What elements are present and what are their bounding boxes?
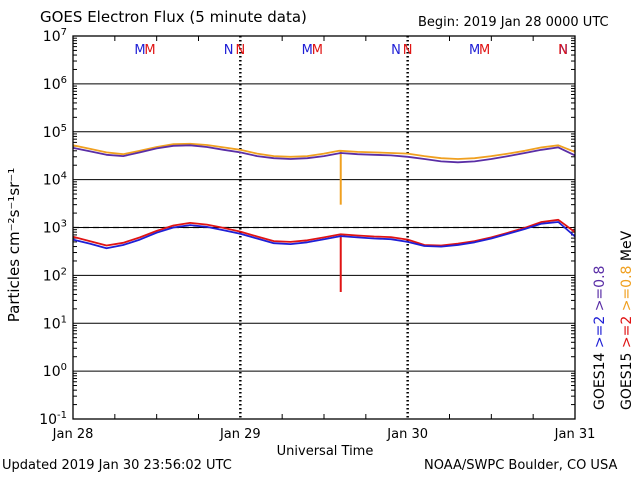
begin-time: Begin: 2019 Jan 28 0000 UTC	[418, 15, 609, 30]
legend-column: GOES14 >=2 >=0.8	[592, 266, 608, 410]
marker-N: N	[235, 43, 245, 58]
marker-N: N	[558, 43, 568, 58]
y-tick-label: 10-1	[39, 410, 67, 428]
y-tick-label: 104	[43, 171, 67, 189]
y-tick-label: 101	[43, 314, 67, 332]
plot-frame	[72, 35, 576, 420]
y-tick-label: 100	[43, 362, 67, 380]
y-tick-label: 107	[43, 27, 67, 45]
updated-timestamp: Updated 2019 Jan 30 23:56:02 UTC	[2, 458, 232, 473]
legend-entry: >=2	[592, 316, 608, 353]
y-tick-label: 103	[43, 219, 67, 237]
series-goes15_ge2	[72, 218, 576, 247]
series-goes14_ge2	[72, 221, 576, 250]
chart-title: GOES Electron Flux (5 minute data)	[40, 8, 307, 26]
marker-layer: MM N N MM N N MM NN	[134, 43, 568, 58]
marker-N: N	[403, 43, 413, 58]
legend-entry: GOES15	[619, 353, 635, 410]
legend-column: GOES15 >=2 >=0.8 MeV	[619, 230, 635, 410]
series-goes14_ge08	[72, 144, 576, 164]
series-goes15_ge08	[72, 142, 576, 160]
marker-N: N	[391, 43, 401, 58]
legend-entry: >=0.8	[592, 266, 608, 316]
marker-N: N	[224, 43, 234, 58]
credit-line: NOAA/SWPC Boulder, CO USA	[424, 458, 618, 473]
y-tick-label: 102	[43, 266, 67, 284]
marker-M: M	[469, 43, 480, 58]
legend-entry: GOES14	[592, 352, 608, 410]
x-tick-label: Jan 29	[219, 427, 261, 442]
legend-entry: >=2	[619, 316, 635, 353]
x-axis-label: Universal Time	[277, 444, 374, 459]
y-tick-label: 105	[43, 123, 67, 141]
series-layer	[72, 142, 576, 292]
grid-layer	[73, 36, 575, 419]
marker-M: M	[134, 43, 145, 58]
legend-entry: MeV	[619, 230, 635, 265]
marker-N: N	[558, 43, 568, 58]
marker-M: M	[144, 43, 155, 58]
marker-M: M	[302, 43, 313, 58]
marker-M: M	[312, 43, 323, 58]
x-tick-label: Jan 31	[554, 427, 596, 442]
legend-entry: >=0.8	[619, 266, 635, 316]
x-tick-label: Jan 30	[386, 427, 428, 442]
y-tick-label: 106	[43, 75, 67, 93]
x-tick-label: Jan 28	[52, 427, 94, 442]
marker-M: M	[479, 43, 490, 58]
